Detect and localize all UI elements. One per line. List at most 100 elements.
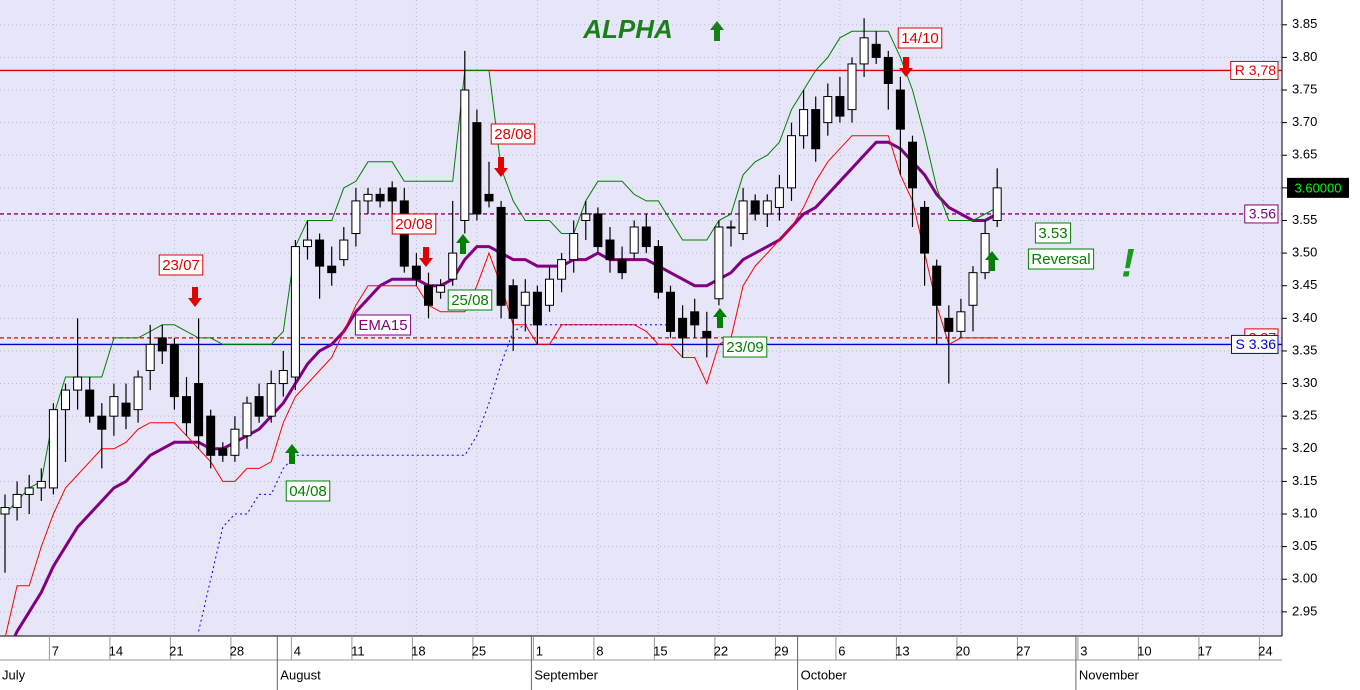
- candle-body: [859, 37, 869, 65]
- y-tick-label: 3.85: [1292, 16, 1317, 31]
- candle-body: [666, 291, 675, 332]
- candle-body: [678, 317, 688, 339]
- candle-body: [920, 206, 930, 254]
- x-tick-label: 6: [838, 643, 845, 658]
- buy-arrow: [285, 444, 299, 464]
- candle-body: [36, 480, 46, 489]
- sell-arrow: [899, 57, 913, 77]
- candle-body: [799, 109, 809, 137]
- candle-body: [593, 213, 603, 248]
- x-tick-label: 20: [956, 643, 970, 658]
- x-tick-label: 10: [1137, 643, 1151, 658]
- month-label: November: [1079, 667, 1140, 682]
- candle-body: [48, 409, 58, 489]
- level-label-box: [1244, 204, 1279, 224]
- candle-body: [182, 396, 191, 424]
- annotation-box: [391, 213, 437, 235]
- x-tick-label: 24: [1258, 643, 1272, 658]
- candle-body: [726, 226, 736, 229]
- x-tick-label: 18: [411, 643, 425, 658]
- x-tick-label: 3: [1080, 643, 1087, 658]
- y-tick-label: 3.70: [1292, 114, 1317, 129]
- annotation: !: [1121, 242, 1134, 286]
- buy-arrow: [713, 308, 727, 328]
- annotation: 20/08: [391, 213, 437, 235]
- y-tick-label: 3.55: [1292, 212, 1317, 227]
- x-tick-label: 25: [472, 643, 486, 658]
- candle-body: [411, 265, 421, 280]
- annotation-text: 20/08: [395, 216, 433, 233]
- annotation: 14/10: [897, 27, 943, 49]
- y-tick-label: 3.10: [1292, 505, 1317, 520]
- candle-body: [605, 239, 615, 261]
- candle-body: [714, 226, 724, 300]
- candle-body: [653, 246, 663, 293]
- month-label: July: [2, 667, 26, 682]
- candle-body: [339, 239, 349, 261]
- level-label-text: S 3.36: [1236, 336, 1277, 352]
- annotation: 04/08: [285, 480, 331, 502]
- candle-body: [545, 278, 554, 306]
- x-tick-label: 13: [895, 643, 909, 658]
- annotation-box: [897, 27, 943, 49]
- y-tick-label: 3.75: [1292, 81, 1317, 96]
- y-tick-label: 3.80: [1292, 49, 1317, 64]
- candle-body: [375, 193, 385, 202]
- candle-body: [387, 187, 397, 202]
- annotation-text: 25/08: [451, 292, 489, 309]
- candle-body: [242, 402, 252, 437]
- candle-body: [835, 96, 845, 117]
- candle-body: [823, 96, 833, 124]
- annotation: 23/09: [722, 336, 768, 358]
- y-axis-area: [1282, 0, 1360, 690]
- annotation-box: [722, 336, 768, 358]
- candle-body: [230, 428, 240, 456]
- annotation-text: 23/09: [726, 339, 764, 356]
- annotation-box: [285, 480, 331, 502]
- candle-body: [496, 206, 506, 306]
- x-tick-label: 4: [294, 643, 301, 658]
- annotation-text: 14/10: [901, 30, 939, 47]
- sell-arrow: [188, 287, 202, 307]
- candle-body: [956, 311, 966, 332]
- candle-body: [472, 122, 482, 215]
- x-tick-label: 29: [774, 643, 788, 658]
- x-tick-label: 14: [109, 643, 123, 658]
- annotation-box: [158, 254, 204, 276]
- y-tick-label: 3.50: [1292, 245, 1317, 260]
- annotation-text: !: [1121, 242, 1134, 286]
- level-label-text: 3.56: [1249, 206, 1276, 222]
- candle-body: [883, 56, 893, 84]
- annotation-text: 3.53: [1038, 225, 1067, 242]
- x-tick-label: 7: [52, 643, 59, 658]
- candle-body: [569, 233, 579, 261]
- candle-body: [980, 233, 990, 274]
- candle-body: [532, 291, 542, 326]
- candle-body: [448, 252, 458, 280]
- month-label: August: [280, 667, 321, 682]
- candle-body: [73, 376, 83, 391]
- y-tick-label: 3.15: [1292, 473, 1317, 488]
- candle-body: [702, 330, 712, 339]
- candle-body: [944, 317, 954, 332]
- candle-body: [690, 311, 700, 326]
- last-price-box: [1287, 177, 1349, 198]
- candle-body: [351, 200, 361, 235]
- y-tick-label: 3.00: [1292, 571, 1317, 586]
- annotation: 23/07: [158, 254, 204, 276]
- annotation: EMA15: [354, 314, 412, 336]
- candle-body: [327, 265, 337, 274]
- candle-body: [157, 337, 167, 352]
- candle-body: [581, 213, 591, 221]
- annotation-box: [1027, 248, 1095, 270]
- annotation-text: 28/08: [494, 126, 532, 143]
- annotation-text: 23/07: [162, 257, 200, 274]
- x-tick-label: 11: [351, 643, 365, 658]
- candle-body: [97, 415, 107, 430]
- level-label: R 3,78: [1230, 60, 1279, 80]
- candle-body: [206, 415, 216, 456]
- candle-body: [484, 193, 494, 202]
- x-tick-label: 1: [536, 643, 543, 658]
- y-tick-label: 3.45: [1292, 277, 1317, 292]
- month-label: September: [534, 667, 598, 682]
